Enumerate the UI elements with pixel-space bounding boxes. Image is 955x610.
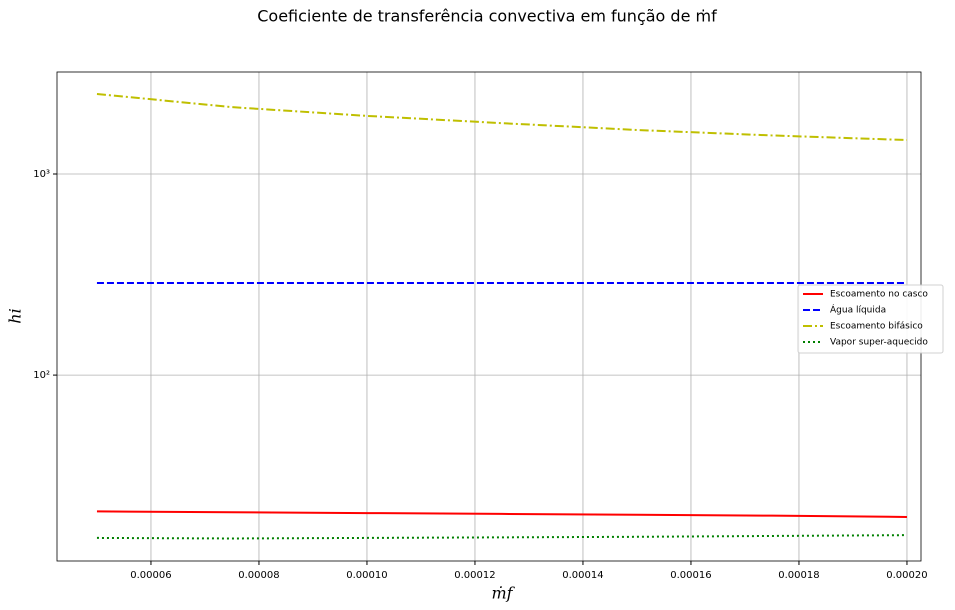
x-tick-label: 0.00006 <box>130 570 171 581</box>
y-tick-label: 10³ <box>33 169 50 180</box>
x-axis-label: ṁf <box>491 584 515 603</box>
series-line <box>96 510 907 518</box>
legend-label: Escoamento bifásico <box>830 322 923 332</box>
y-tick-label: 10² <box>33 370 50 381</box>
series-line <box>96 92 907 142</box>
plot-frame <box>56 71 922 562</box>
x-tick-label: 0.00012 <box>454 570 495 581</box>
y-axis-label: hi <box>6 308 25 323</box>
chart-title: Coeficiente de transferência convectiva … <box>257 7 717 26</box>
x-tick-label: 0.00014 <box>562 570 603 581</box>
legend-label: Água líquida <box>830 304 886 316</box>
x-tick-label: 0.00016 <box>670 570 711 581</box>
legend-label: Vapor super-aquecido <box>830 338 928 348</box>
x-tick-label: 0.00010 <box>346 570 387 581</box>
legend-box <box>797 284 944 354</box>
x-tick-label: 0.00008 <box>238 570 279 581</box>
series-line <box>96 534 907 540</box>
x-tick-label: 0.00020 <box>886 570 927 581</box>
legend-label: Escoamento no casco <box>830 290 928 300</box>
x-tick-label: 0.00018 <box>778 570 819 581</box>
